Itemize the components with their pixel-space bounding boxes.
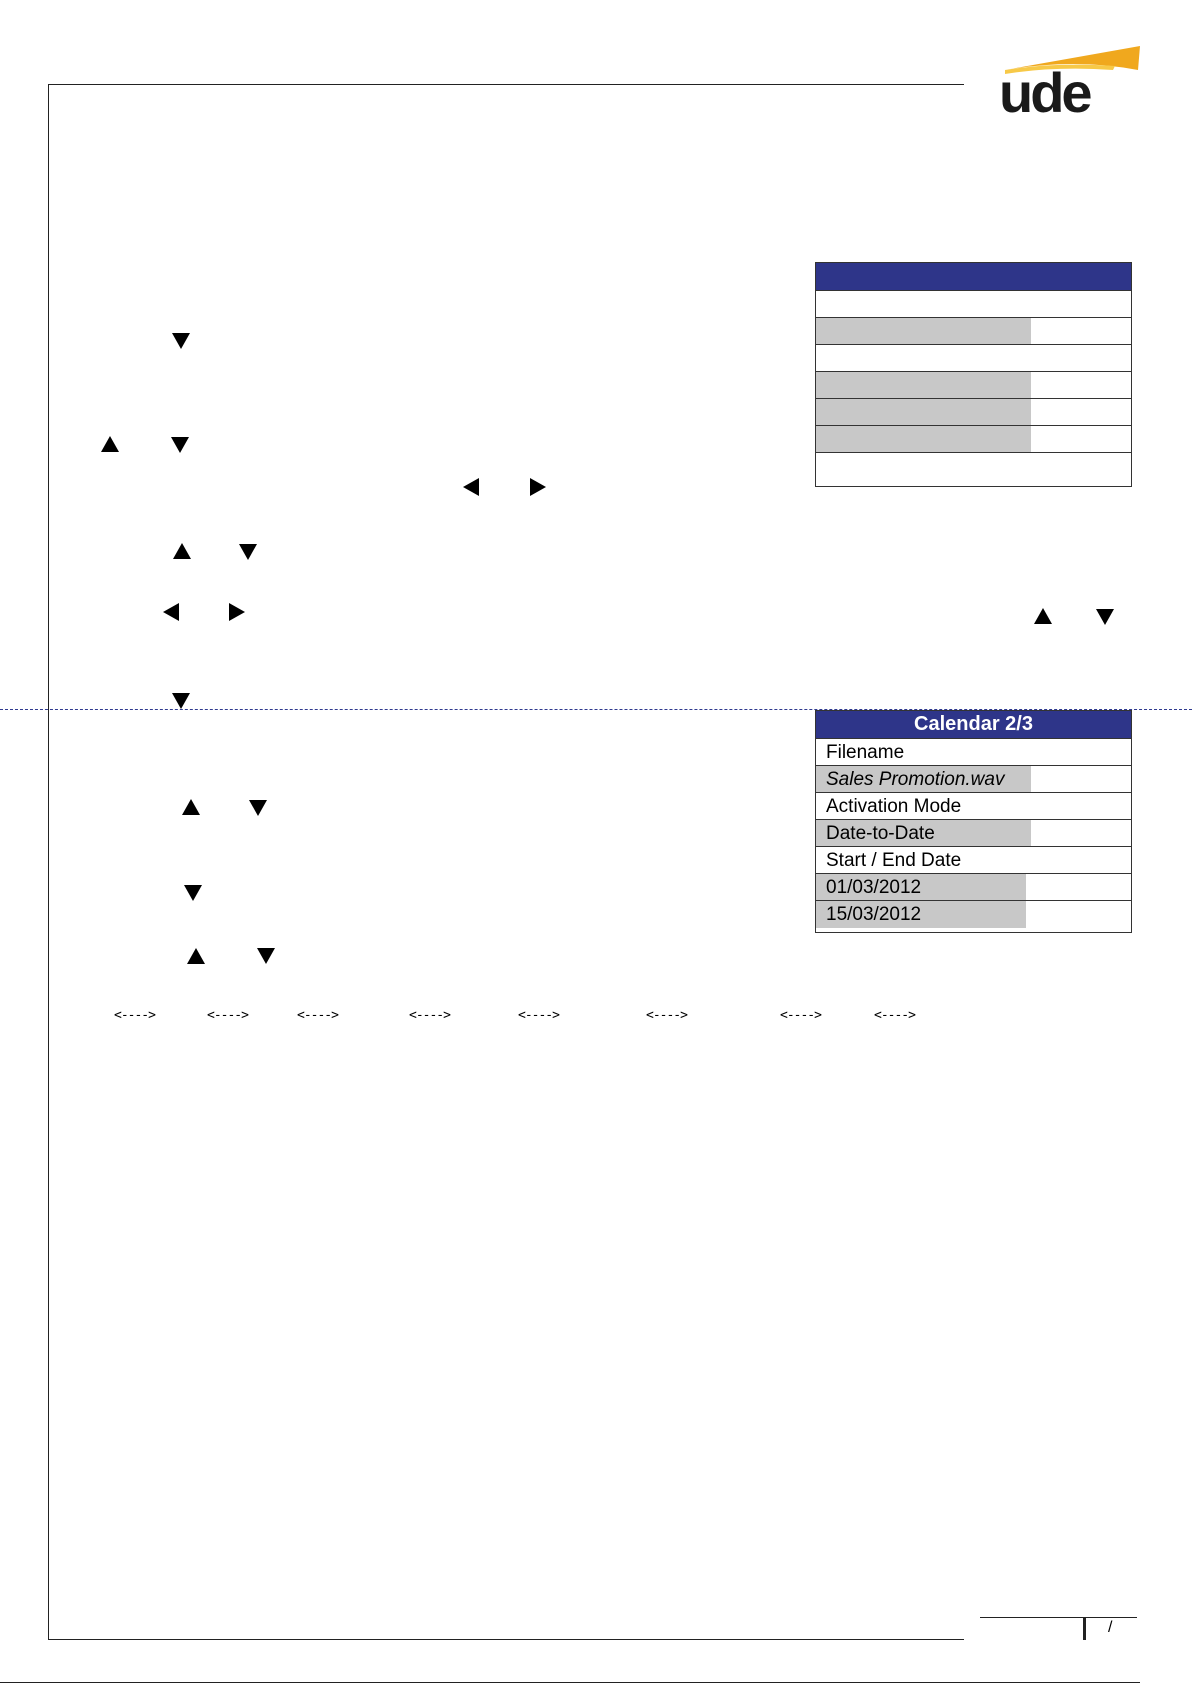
section-divider [0,709,1192,710]
down-triangle-icon [184,885,202,901]
screen-row-value [816,372,1131,399]
left-triangle-icon [163,603,179,621]
up-triangle-icon [101,436,119,452]
screen-row-activation-label: Activation Mode [816,793,1131,820]
up-triangle-icon [187,948,205,964]
screen-row-activation-value: Date-to-Date [816,820,1131,847]
double-arrow-icon: <----> [780,1008,822,1023]
screen-row-label [816,345,1131,372]
screen-title [816,263,1131,291]
ude-logo: ude [999,46,1140,114]
right-triangle-icon [229,603,245,621]
double-arrow-icon: <----> [646,1008,688,1023]
down-triangle-icon [249,800,267,816]
screen-row-end-date: 15/03/2012 [816,901,1131,928]
down-triangle-icon [172,693,190,709]
down-triangle-icon [172,333,190,349]
screen-row-date-label: Start / End Date [816,847,1131,874]
double-arrow-icon: <----> [518,1008,560,1023]
screen-row-label [816,291,1131,318]
down-triangle-icon [239,544,257,560]
double-arrow-icon: <----> [297,1008,339,1023]
double-arrow-icon: <----> [409,1008,451,1023]
screen-row-start-date: 01/03/2012 [816,874,1131,901]
svg-text:ude: ude [999,61,1091,114]
screen-row-filename-value: Sales Promotion.wav [816,766,1131,793]
down-triangle-icon [171,437,189,453]
down-triangle-icon [257,948,275,964]
screen-row-value [816,426,1131,453]
up-triangle-icon [182,799,200,815]
bottom-rule [0,1682,1140,1683]
down-triangle-icon [1096,609,1114,625]
screen-row-value [816,399,1131,426]
page-separator: / [1108,1619,1113,1636]
page-frame [48,84,964,1640]
page-number: / [980,1617,1137,1640]
up-triangle-icon [1034,608,1052,624]
double-arrow-icon: <----> [207,1008,249,1023]
display-screen-calendar: Calendar 2/3 Filename Sales Promotion.wa… [815,710,1132,933]
screen-row-filename-label: Filename [816,739,1131,766]
double-arrow-icon: <----> [114,1008,156,1023]
screen-row-label [816,453,1131,480]
display-screen-1 [815,262,1132,487]
page-number-divider [1083,1618,1086,1640]
double-arrow-icon: <----> [874,1008,916,1023]
screen-row-value [816,318,1131,345]
left-triangle-icon [463,478,479,496]
right-triangle-icon [530,478,546,496]
screen-title: Calendar 2/3 [816,711,1131,739]
up-triangle-icon [173,543,191,559]
